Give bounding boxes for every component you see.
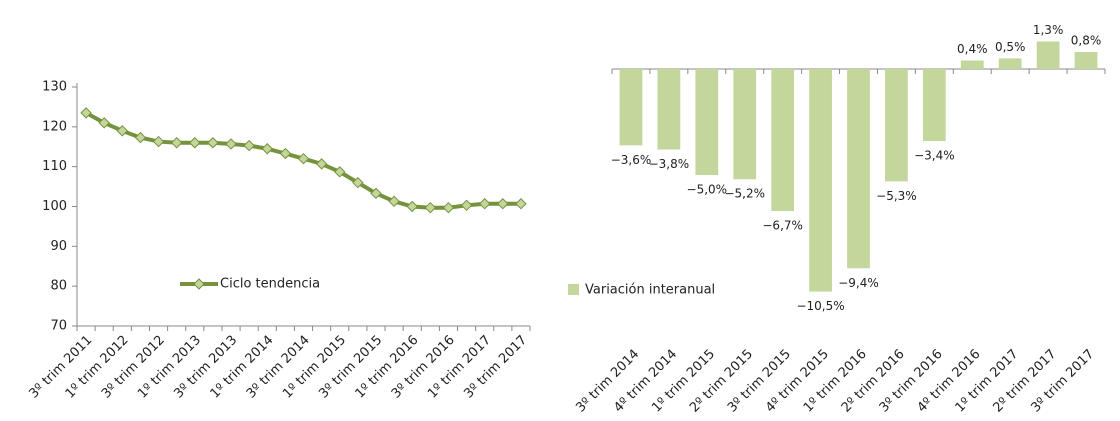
marker bbox=[442, 201, 455, 214]
x-tick-label: 1º trim 2012 bbox=[63, 333, 132, 402]
y-tick-label: 80 bbox=[50, 279, 67, 294]
marker bbox=[134, 131, 147, 144]
marker bbox=[424, 201, 437, 214]
marker bbox=[152, 135, 165, 148]
bar bbox=[619, 69, 643, 146]
marker bbox=[279, 147, 292, 160]
bar bbox=[695, 69, 719, 175]
bar bbox=[847, 69, 870, 269]
marker bbox=[478, 198, 491, 210]
x-tick-label: 1º trim 2015 bbox=[280, 333, 349, 402]
marker bbox=[116, 125, 129, 137]
y-tick-label: 70 bbox=[50, 319, 67, 334]
y-tick-label: 120 bbox=[42, 119, 67, 134]
x-tick-label: 3º trim 2016 bbox=[389, 333, 458, 402]
marker bbox=[243, 139, 255, 152]
bar bbox=[809, 69, 832, 292]
marker bbox=[261, 143, 273, 155]
bar bbox=[998, 58, 1022, 69]
y-tick-label: 90 bbox=[50, 239, 67, 254]
marker bbox=[315, 158, 328, 170]
marker bbox=[297, 152, 310, 165]
marker bbox=[207, 137, 219, 149]
x-tick-label: 3º trim 2017 bbox=[461, 333, 530, 402]
value-label: 0,4% bbox=[957, 42, 988, 56]
value-label: 1,3% bbox=[1033, 23, 1064, 37]
bar bbox=[1074, 52, 1098, 69]
marker bbox=[189, 137, 201, 149]
value-label: −3,6% bbox=[611, 153, 652, 167]
value-label: 0,8% bbox=[1071, 34, 1102, 48]
bar bbox=[657, 69, 681, 150]
bar bbox=[1036, 41, 1060, 69]
value-label: −3,8% bbox=[649, 157, 690, 171]
y-tick-label: 110 bbox=[42, 159, 67, 174]
marker bbox=[460, 199, 473, 212]
bar bbox=[885, 69, 908, 182]
x-tick-label: 1º trim 2017 bbox=[425, 333, 494, 402]
x-tick-label: 3º trim 2015 bbox=[316, 333, 385, 402]
legend-swatch bbox=[568, 284, 579, 295]
y-tick-label: 130 bbox=[42, 80, 67, 95]
value-label: −9,4% bbox=[838, 276, 879, 290]
y-tick-label: 100 bbox=[42, 199, 67, 214]
marker bbox=[98, 117, 110, 129]
x-tick-label: 3º trim 2011 bbox=[26, 333, 95, 402]
marker bbox=[80, 107, 92, 119]
x-tick-label: 1º trim 2014 bbox=[208, 333, 277, 402]
x-tick-label: 3º trim 2014 bbox=[244, 333, 313, 402]
value-label: −10,5% bbox=[796, 299, 844, 313]
x-tick-label: 1º trim 2013 bbox=[135, 333, 204, 402]
x-tick-label: 1º trim 2016 bbox=[353, 333, 422, 402]
marker bbox=[515, 198, 527, 210]
value-label: −5,2% bbox=[724, 187, 765, 201]
value-label: 0,5% bbox=[995, 40, 1026, 54]
bar bbox=[960, 60, 984, 69]
bar bbox=[922, 69, 946, 142]
marker bbox=[225, 138, 237, 150]
marker bbox=[352, 176, 364, 189]
value-label: −6,7% bbox=[762, 219, 803, 233]
marker bbox=[497, 198, 509, 210]
marker bbox=[334, 166, 346, 178]
marker bbox=[370, 187, 382, 200]
legend-label: Variación interanual bbox=[585, 283, 715, 298]
x-tick-label: 3º trim 2013 bbox=[171, 333, 240, 402]
legend-label: Ciclo tendencia bbox=[220, 277, 320, 292]
marker bbox=[170, 137, 183, 149]
marker bbox=[406, 200, 418, 213]
value-label: −3,4% bbox=[914, 149, 955, 163]
x-tick-label: 3º trim 2012 bbox=[99, 333, 168, 402]
value-label: −5,3% bbox=[876, 189, 917, 203]
value-label: −5,0% bbox=[687, 183, 728, 197]
marker bbox=[388, 195, 400, 208]
bar bbox=[733, 69, 757, 180]
bar bbox=[771, 69, 795, 212]
legend-marker bbox=[193, 278, 205, 290]
